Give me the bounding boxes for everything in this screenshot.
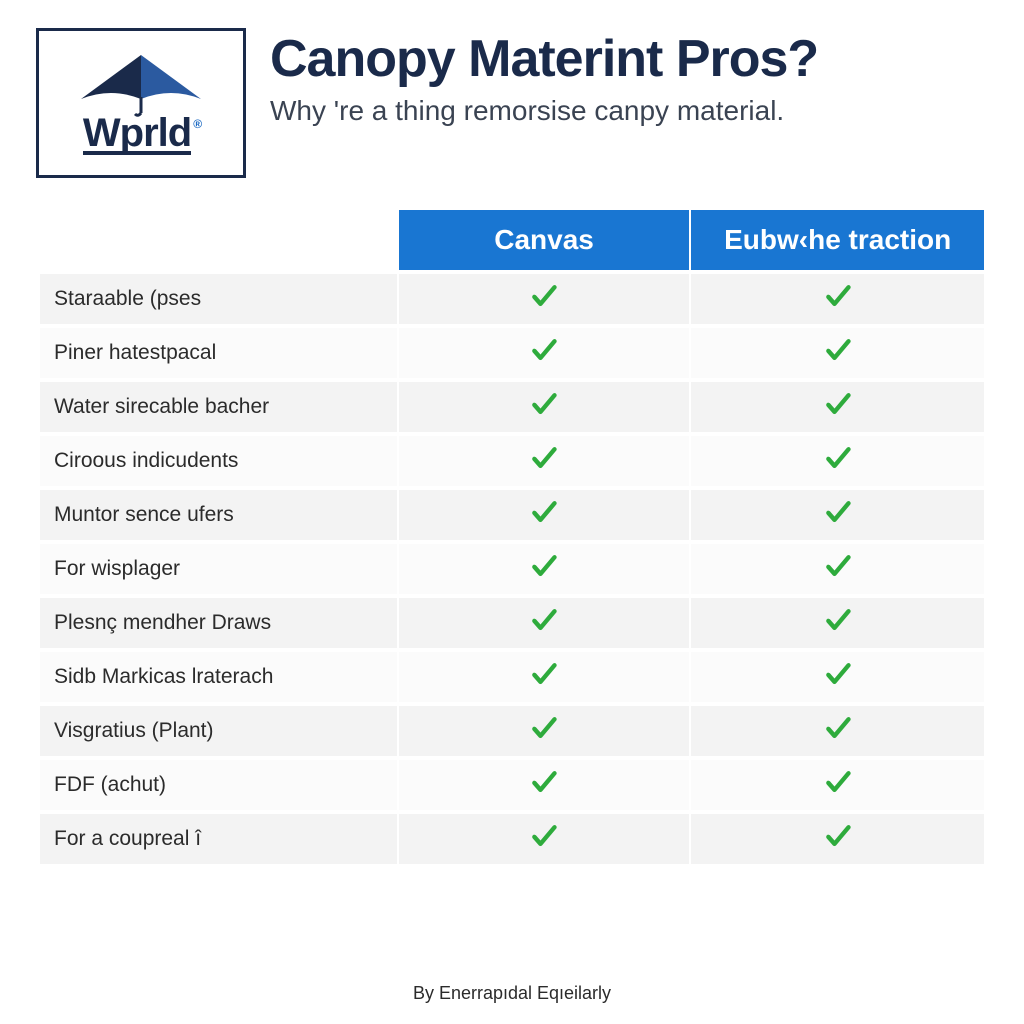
cell-canvas (399, 652, 692, 702)
cell-alt (691, 382, 984, 432)
title-block: Canopy Materint Pros? Why 're a thing re… (270, 28, 988, 127)
col-header-2: Eubw‹he traction (691, 210, 984, 270)
table-row: Sidb Markicas lraterach (40, 652, 984, 702)
check-icon (824, 822, 852, 850)
page-title: Canopy Materint Pros? (270, 32, 988, 87)
check-icon (530, 282, 558, 310)
feature-label: FDF (achut) (40, 760, 399, 810)
feature-label: Staraable (pses (40, 274, 399, 324)
feature-label: Plesnç mendher Draws (40, 598, 399, 648)
logo: Wprld® (36, 28, 246, 178)
feature-label: Ciroous indicudents (40, 436, 399, 486)
check-icon (530, 552, 558, 580)
col-header-1: Canvas (399, 210, 692, 270)
cell-canvas (399, 598, 692, 648)
check-icon (530, 444, 558, 472)
check-icon (530, 714, 558, 742)
cell-alt (691, 652, 984, 702)
cell-alt (691, 544, 984, 594)
cell-canvas (399, 328, 692, 378)
cell-alt (691, 436, 984, 486)
check-icon (530, 822, 558, 850)
footer-credit: By Enerrapıdal Eqıeilarly (36, 983, 988, 1004)
table-row: FDF (achut) (40, 760, 984, 810)
feature-label: Sidb Markicas lraterach (40, 652, 399, 702)
cell-canvas (399, 274, 692, 324)
comparison-table-wrap: Canvas Eubw‹he traction Staraable (psesP… (36, 206, 988, 969)
check-icon (530, 498, 558, 526)
cell-alt (691, 814, 984, 864)
header: Wprld® Canopy Materint Pros? Why 're a t… (36, 28, 988, 178)
check-icon (824, 282, 852, 310)
cell-canvas (399, 814, 692, 864)
check-icon (530, 336, 558, 364)
check-icon (824, 660, 852, 688)
check-icon (824, 552, 852, 580)
check-icon (530, 606, 558, 634)
col-header-blank (40, 210, 399, 270)
feature-label: Piner hatestpacal (40, 328, 399, 378)
table-row: Staraable (pses (40, 274, 984, 324)
feature-label: Muntor sence ufers (40, 490, 399, 540)
check-icon (530, 660, 558, 688)
cell-canvas (399, 706, 692, 756)
table-row: Water sirecable bacher (40, 382, 984, 432)
check-icon (530, 390, 558, 418)
cell-alt (691, 328, 984, 378)
cell-canvas (399, 490, 692, 540)
cell-alt (691, 274, 984, 324)
comparison-table: Canvas Eubw‹he traction Staraable (psesP… (40, 206, 984, 868)
feature-label: Water sirecable bacher (40, 382, 399, 432)
cell-canvas (399, 544, 692, 594)
page-subtitle: Why 're a thing remorsise canpy material… (270, 95, 988, 127)
check-icon (824, 606, 852, 634)
cell-alt (691, 490, 984, 540)
cell-alt (691, 706, 984, 756)
table-row: For wisplager (40, 544, 984, 594)
cell-canvas (399, 760, 692, 810)
table-header-row: Canvas Eubw‹he traction (40, 210, 984, 270)
canopy-icon (66, 51, 216, 117)
cell-alt (691, 598, 984, 648)
table-row: Visgratius (Plant) (40, 706, 984, 756)
feature-label: For wisplager (40, 544, 399, 594)
check-icon (824, 768, 852, 796)
table-row: Ciroous indicudents (40, 436, 984, 486)
table-row: For a coupreal î (40, 814, 984, 864)
check-icon (824, 498, 852, 526)
check-icon (824, 444, 852, 472)
check-icon (530, 768, 558, 796)
table-row: Plesnç mendher Draws (40, 598, 984, 648)
table-row: Muntor sence ufers (40, 490, 984, 540)
feature-label: Visgratius (Plant) (40, 706, 399, 756)
check-icon (824, 390, 852, 418)
check-icon (824, 714, 852, 742)
cell-canvas (399, 382, 692, 432)
table-row: Piner hatestpacal (40, 328, 984, 378)
logo-text: Wprld® (83, 111, 199, 156)
check-icon (824, 336, 852, 364)
cell-alt (691, 760, 984, 810)
cell-canvas (399, 436, 692, 486)
feature-label: For a coupreal î (40, 814, 399, 864)
